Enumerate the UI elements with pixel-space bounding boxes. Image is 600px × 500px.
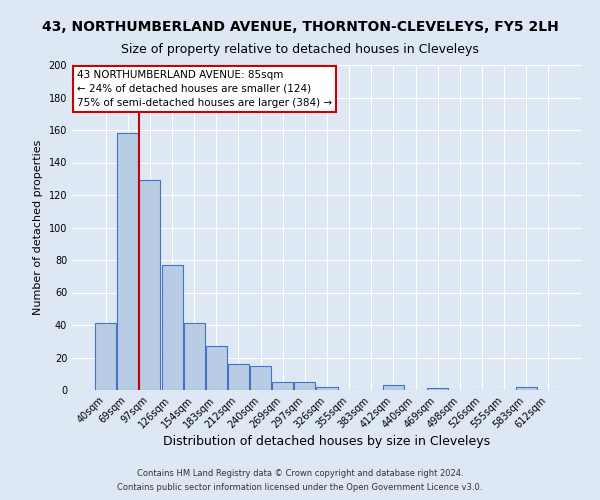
Bar [161,265,182,390]
Bar [184,324,205,390]
Bar [427,388,448,390]
Bar [118,133,139,390]
Y-axis label: Number of detached properties: Number of detached properties [33,140,43,315]
Text: Contains HM Land Registry data © Crown copyright and database right 2024.: Contains HM Land Registry data © Crown c… [137,468,463,477]
Bar [228,364,249,390]
Bar [206,346,227,390]
Bar [295,382,316,390]
Text: 43, NORTHUMBERLAND AVENUE, THORNTON-CLEVELEYS, FY5 2LH: 43, NORTHUMBERLAND AVENUE, THORNTON-CLEV… [41,20,559,34]
Bar [95,324,116,390]
Bar [383,385,404,390]
Text: Size of property relative to detached houses in Cleveleys: Size of property relative to detached ho… [121,42,479,56]
Bar [272,382,293,390]
Text: Contains public sector information licensed under the Open Government Licence v3: Contains public sector information licen… [118,484,482,492]
Text: 43 NORTHUMBERLAND AVENUE: 85sqm
← 24% of detached houses are smaller (124)
75% o: 43 NORTHUMBERLAND AVENUE: 85sqm ← 24% of… [77,70,332,108]
Bar [250,366,271,390]
Bar [515,387,536,390]
X-axis label: Distribution of detached houses by size in Cleveleys: Distribution of detached houses by size … [163,436,491,448]
Bar [139,180,160,390]
Bar [316,387,338,390]
